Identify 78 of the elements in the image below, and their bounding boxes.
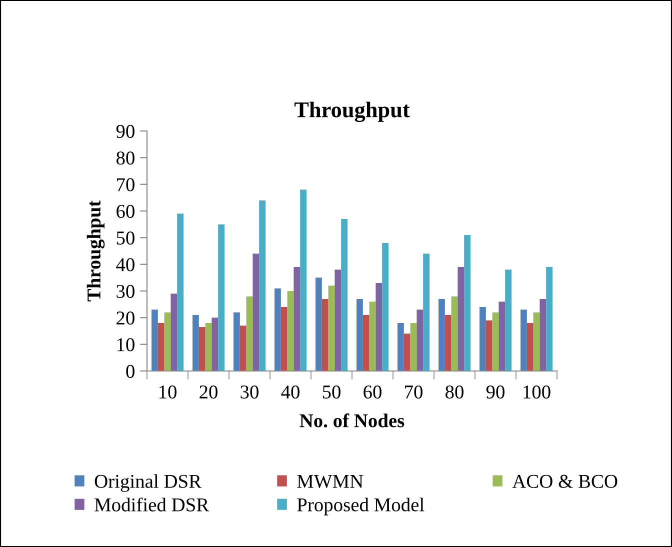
bar: [287, 291, 294, 371]
y-tick-label: 20: [116, 311, 134, 325]
bar: [416, 310, 424, 371]
bar: [280, 307, 288, 371]
x-tick-label: 60: [364, 385, 382, 399]
bar: [152, 310, 158, 371]
bar: [246, 296, 253, 371]
x-tick-label: 50: [322, 385, 340, 399]
x-axis-title: No. of Nodes: [300, 413, 404, 428]
bar: [198, 327, 206, 371]
x-tick-label: 90: [486, 385, 504, 399]
bar: [540, 299, 546, 371]
bar: [158, 323, 164, 371]
bar: [294, 267, 300, 371]
bar: [404, 334, 410, 371]
bar: [177, 214, 184, 371]
y-tick-label: 80: [116, 151, 134, 165]
y-tick-label: 50: [116, 231, 134, 245]
x-tick-label: 40: [281, 385, 300, 399]
y-tick-label: 60: [116, 204, 134, 218]
bar: [546, 267, 552, 371]
y-tick-label: 30: [116, 284, 134, 298]
y-tick-label: 10: [117, 338, 134, 352]
bar: [444, 315, 452, 371]
bar: [398, 323, 404, 371]
bar: [234, 312, 240, 371]
bar: [423, 254, 430, 371]
bar: [252, 254, 260, 371]
bar: [533, 312, 540, 371]
bar: [164, 312, 171, 371]
bar: [328, 286, 335, 371]
bar: [498, 302, 506, 371]
bar: [218, 224, 224, 371]
bar: [526, 323, 534, 371]
bar: [212, 318, 218, 371]
chart-title: Throughput: [294, 102, 410, 122]
bar: [451, 296, 458, 371]
x-tick-label: 20: [200, 385, 218, 399]
x-tick-label: 10: [159, 385, 176, 399]
bar: [376, 283, 382, 371]
bar: [316, 278, 322, 371]
bar: [486, 320, 492, 371]
bar: [259, 200, 266, 371]
bar: [341, 219, 348, 371]
y-axis-title: Throughput: [86, 200, 105, 302]
bar: [369, 302, 376, 371]
bar: [520, 310, 527, 371]
bar: [458, 267, 464, 371]
y-tick-label: 40: [116, 258, 134, 272]
y-tick-label: 90: [116, 124, 134, 138]
bar: [240, 326, 246, 371]
bar: [492, 312, 499, 371]
bar: [356, 299, 363, 371]
bar: [382, 243, 388, 371]
bar: [322, 299, 328, 371]
legend-label: Proposed Model: [297, 498, 424, 516]
bar: [438, 299, 445, 371]
x-tick-label: 70: [405, 385, 422, 399]
legend-label: ACO & BCO: [512, 474, 618, 488]
legend-label: Original DSR: [94, 474, 202, 492]
bar: [334, 270, 342, 371]
x-tick-label: 30: [240, 385, 258, 399]
bar: [192, 315, 199, 371]
bar: [505, 270, 512, 371]
x-tick-label: 100: [524, 385, 550, 399]
bar: [205, 323, 212, 371]
bar: [362, 315, 370, 371]
x-tick-label: 80: [446, 385, 464, 399]
bar: [300, 190, 306, 371]
legend-label: Modified DSR: [94, 498, 210, 512]
bar: [480, 307, 486, 371]
bar: [274, 288, 281, 371]
bar: [170, 294, 178, 371]
y-tick-label: 0: [126, 364, 134, 378]
legend-label: MWMN: [297, 475, 364, 488]
bar: [410, 323, 417, 371]
bar: [464, 235, 470, 371]
y-tick-label: 70: [117, 178, 134, 192]
